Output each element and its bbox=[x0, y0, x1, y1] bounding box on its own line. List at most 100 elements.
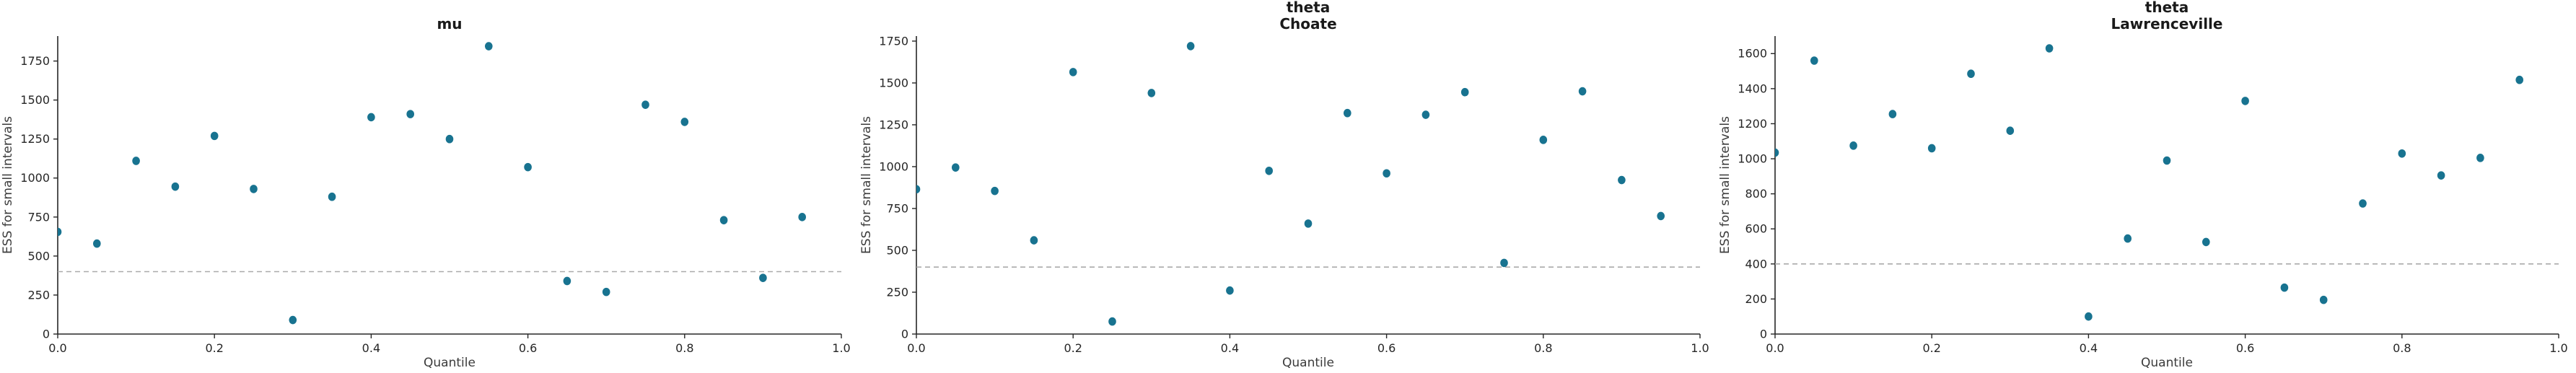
x-axis-tick-label: 0.4 bbox=[2080, 341, 2098, 355]
data-points-group bbox=[1775, 44, 2523, 321]
data-point bbox=[2437, 171, 2445, 180]
data-point bbox=[2476, 154, 2484, 162]
x-axis-tick-label: 1.0 bbox=[832, 341, 850, 355]
chart-title-line: Lawrenceville bbox=[2111, 15, 2223, 32]
y-axis-tick-label: 1000 bbox=[1738, 152, 1767, 165]
y-axis-tick-label: 600 bbox=[1745, 222, 1767, 236]
x-axis-tick-label: 1.0 bbox=[2549, 341, 2567, 355]
y-axis-tick-label: 0 bbox=[901, 327, 908, 341]
data-point bbox=[289, 315, 297, 325]
data-point bbox=[1147, 89, 1156, 97]
data-point bbox=[1849, 141, 1857, 150]
data-point bbox=[1383, 169, 1390, 178]
x-axis-tick-label: 0.4 bbox=[1221, 341, 1239, 355]
y-axis-tick-label: 1400 bbox=[1738, 82, 1767, 95]
data-point bbox=[58, 227, 62, 237]
data-point bbox=[367, 113, 375, 122]
chart-panel-theta-lawrenceville: theta Lawrenceville 0 200 400 600 800 1000 1200 1… bbox=[1717, 0, 2576, 373]
y-axis-tick-label: 1500 bbox=[879, 76, 908, 89]
y-axis-tick-label: 500 bbox=[27, 249, 50, 263]
data-point bbox=[602, 287, 610, 297]
y-axis-label: ESS for small intervals bbox=[1718, 116, 1732, 254]
y-axis-label: ESS for small intervals bbox=[859, 116, 874, 254]
y-axis-tick-label: 750 bbox=[886, 201, 908, 215]
data-point bbox=[1927, 144, 1936, 153]
data-point bbox=[2163, 156, 2171, 165]
data-point bbox=[759, 273, 767, 282]
y-axis-tick-label: 200 bbox=[1745, 292, 1767, 306]
x-axis-tick-label: 1.0 bbox=[1691, 341, 1709, 355]
data-point bbox=[2045, 44, 2054, 53]
data-point bbox=[1657, 211, 1665, 221]
y-axis-tick-label: 1250 bbox=[879, 118, 908, 131]
y-axis-tick-label: 750 bbox=[27, 210, 50, 224]
data-point bbox=[524, 162, 532, 172]
data-point bbox=[171, 182, 180, 191]
chart-mu: mu 0 250 500 750 1000 1250 1500 1750 0.0 0.2 0.4 0.6… bbox=[1, 15, 851, 370]
y-axis-tick-label: 0 bbox=[1760, 327, 1767, 341]
data-point bbox=[1967, 69, 1975, 79]
x-axis-tick-label: 0.8 bbox=[675, 341, 693, 355]
data-point bbox=[1888, 110, 1897, 118]
x-axis-tick-label: 0.6 bbox=[1377, 341, 1396, 355]
data-point bbox=[1226, 286, 1234, 295]
data-point bbox=[1775, 148, 1779, 157]
data-point bbox=[2398, 149, 2406, 158]
data-point bbox=[485, 42, 493, 51]
data-point bbox=[2319, 295, 2328, 304]
y-axis-tick-label: 1000 bbox=[879, 159, 908, 173]
x-axis-tick-label: 0.8 bbox=[2393, 341, 2411, 355]
y-axis-tick-label: 1250 bbox=[20, 132, 50, 146]
data-point bbox=[328, 192, 336, 201]
data-point bbox=[952, 163, 960, 172]
data-point bbox=[210, 131, 219, 141]
data-point bbox=[1460, 87, 1469, 97]
data-point bbox=[1069, 68, 1077, 76]
data-point bbox=[1539, 136, 1548, 144]
y-axis-tick-label: 1750 bbox=[20, 54, 50, 68]
data-point bbox=[1304, 219, 1313, 228]
data-point bbox=[2006, 126, 2015, 135]
data-point bbox=[250, 185, 258, 193]
data-point bbox=[1030, 236, 1038, 245]
x-axis-tick-label: 0.2 bbox=[1922, 341, 1940, 355]
data-point bbox=[1421, 110, 1430, 119]
chart-panel-theta-choate: theta Choate 0 250 500 750 1000 1250 1500 1750 0.0… bbox=[859, 0, 1717, 373]
data-point bbox=[916, 185, 921, 194]
data-point bbox=[1500, 258, 1508, 268]
y-axis-tick-label: 1000 bbox=[20, 171, 50, 185]
data-point bbox=[132, 157, 140, 165]
chart-title-line: theta bbox=[1287, 0, 1330, 16]
data-point bbox=[1810, 56, 1818, 65]
data-points-group bbox=[916, 42, 1665, 326]
data-point bbox=[2202, 237, 2210, 247]
data-point bbox=[445, 134, 454, 144]
x-axis-tick-label: 0.6 bbox=[2236, 341, 2254, 355]
data-point bbox=[1108, 317, 1116, 326]
x-axis-tick-label: 0.0 bbox=[1766, 341, 1784, 355]
data-point bbox=[2280, 283, 2289, 292]
data-point bbox=[2515, 75, 2523, 84]
y-axis-tick-label: 1750 bbox=[879, 34, 908, 48]
data-point bbox=[406, 110, 414, 118]
data-point bbox=[1618, 175, 1626, 185]
y-axis-tick-label: 400 bbox=[1745, 257, 1767, 271]
data-point bbox=[2085, 312, 2093, 321]
data-point bbox=[798, 213, 806, 221]
x-axis-tick-label: 0.8 bbox=[1534, 341, 1552, 355]
y-axis-tick-label: 1200 bbox=[1738, 117, 1767, 131]
x-axis-tick-label: 0.2 bbox=[205, 341, 223, 355]
data-point bbox=[1186, 42, 1195, 51]
chart-title-line: mu bbox=[437, 15, 462, 32]
x-axis-tick-label: 0.0 bbox=[48, 341, 66, 355]
chart-title-line: theta bbox=[2145, 0, 2189, 16]
data-point bbox=[680, 118, 689, 126]
y-axis-tick-label: 1600 bbox=[1738, 47, 1767, 61]
x-axis-tick-label: 0.0 bbox=[907, 341, 925, 355]
x-axis-tick-label: 0.6 bbox=[519, 341, 537, 355]
data-point bbox=[563, 276, 571, 286]
data-point bbox=[2124, 234, 2132, 243]
